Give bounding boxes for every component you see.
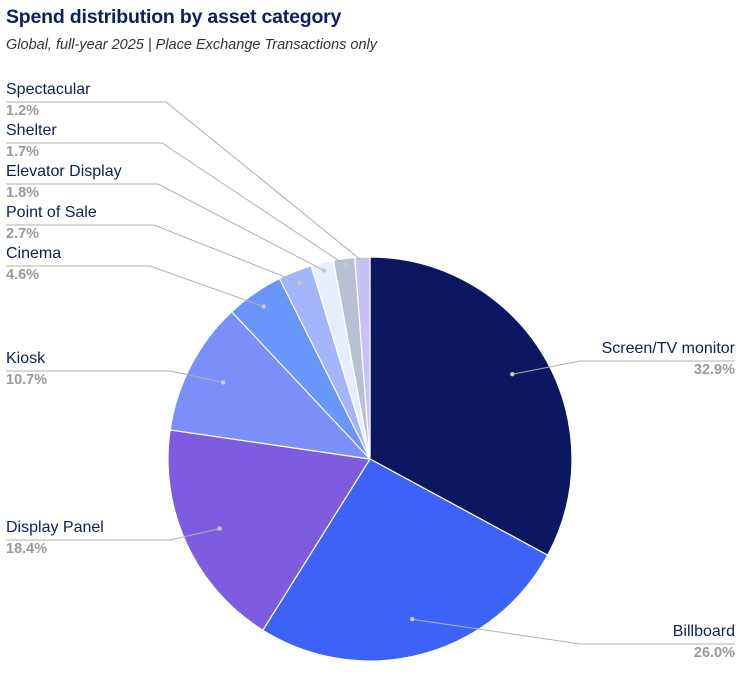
leader-line <box>6 224 300 284</box>
slice-label: Elevator Display <box>6 163 122 180</box>
slice-label: Display Panel <box>6 519 104 536</box>
slice-value: 2.7% <box>6 226 39 242</box>
slice-label: Cinema <box>6 245 61 262</box>
slice-label: Screen/TV monitor <box>602 340 736 357</box>
chart-title: Spend distribution by asset category <box>6 6 342 28</box>
slice-value: 4.6% <box>6 267 39 283</box>
leader-line <box>412 618 735 645</box>
leader-dot <box>220 380 226 385</box>
leader-dot <box>217 526 222 531</box>
pie-slice <box>167 429 371 632</box>
leader-dot <box>360 259 365 264</box>
leader-line <box>6 370 224 383</box>
leader-line <box>6 528 220 541</box>
pie-slice <box>354 256 371 460</box>
slice-value: 1.8% <box>6 185 39 201</box>
slice-label: Billboard <box>673 623 735 640</box>
slice-value: 10.7% <box>6 372 47 388</box>
leader-line <box>6 142 346 266</box>
leader-dot <box>261 304 266 309</box>
leader-line <box>6 183 325 272</box>
slice-label: Spectacular <box>6 81 91 98</box>
slice-label: Kiosk <box>6 350 46 367</box>
leader-dot <box>510 372 515 377</box>
slice-value: 18.4% <box>6 541 47 557</box>
leader-lines <box>6 101 735 645</box>
slice-value: 1.7% <box>6 144 39 160</box>
pie-slice <box>169 310 372 460</box>
leader-dot <box>321 268 327 273</box>
pie-slice <box>369 256 573 557</box>
slice-value: 26.0% <box>694 645 735 661</box>
pie-slice <box>262 458 549 662</box>
slice-value: 32.9% <box>694 362 735 378</box>
leader-line <box>512 360 735 375</box>
leader-dot <box>342 262 347 267</box>
leader-line <box>6 101 363 262</box>
slice-labels: Screen/TV monitor 32.9% Billboard 26.0% Disp… <box>6 81 736 661</box>
pie-slices <box>167 256 573 662</box>
slice-label: Shelter <box>6 122 57 139</box>
leader-dot <box>297 280 302 285</box>
slice-label: Point of Sale <box>6 204 97 221</box>
leader-line <box>6 265 264 308</box>
chart-subtitle: Global, full-year 2025 | Place Exchange … <box>6 37 378 53</box>
leader-dot <box>410 617 415 622</box>
slice-value: 1.2% <box>6 103 39 119</box>
